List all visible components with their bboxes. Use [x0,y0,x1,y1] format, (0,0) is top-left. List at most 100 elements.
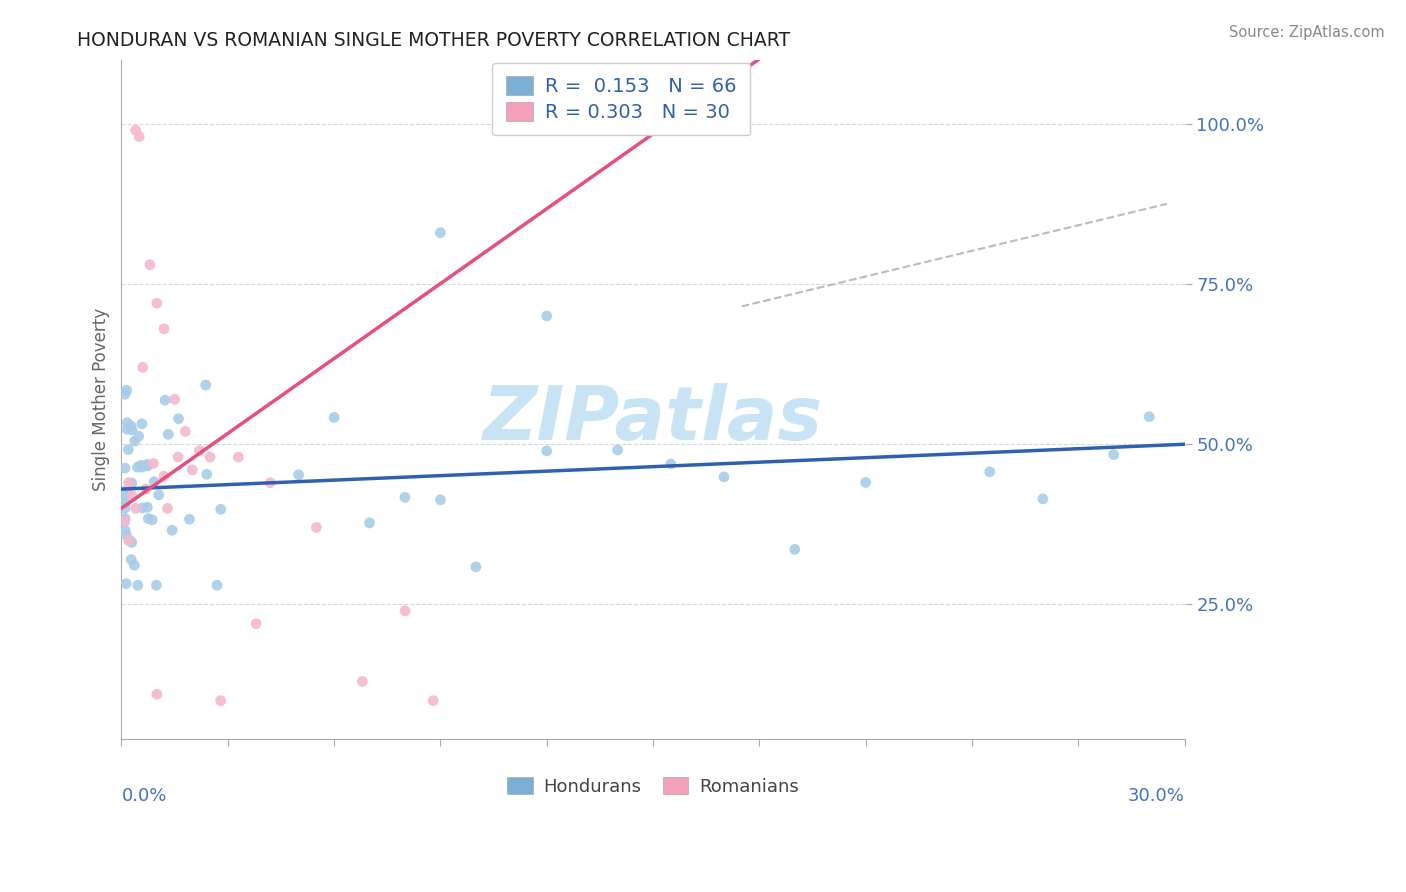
Point [464,560,486,574]
Point [659,457,682,471]
Point [259,475,281,490]
Point [114,484,136,499]
Y-axis label: Single Mother Poverty: Single Mother Poverty [93,308,110,491]
Point [157,427,180,442]
Point [198,450,221,464]
Text: 0.0%: 0.0% [121,787,167,805]
Point [115,528,138,542]
Point [128,129,150,144]
Point [148,488,170,502]
Point [429,492,451,507]
Point [114,493,136,508]
Point [713,470,735,484]
Point [115,416,138,430]
Point [141,513,163,527]
Point [167,450,190,464]
Point [118,533,141,548]
Point [115,576,138,591]
Point [163,392,186,407]
Point [228,450,250,464]
Point [143,475,166,489]
Point [117,533,139,548]
Point [121,476,143,491]
Point [205,578,228,592]
Point [124,123,146,137]
Point [167,411,190,425]
Point [139,258,162,272]
Point [115,384,138,398]
Point [429,226,451,240]
Point [117,442,139,457]
Point [146,687,169,701]
Point [1137,409,1160,424]
Point [181,463,204,477]
Point [127,460,149,475]
Point [114,524,136,538]
Point [135,458,157,472]
Point [174,425,197,439]
Point [352,674,374,689]
Point [287,467,309,482]
Point [245,616,267,631]
Point [188,443,211,458]
Text: HONDURAN VS ROMANIAN SINGLE MOTHER POVERTY CORRELATION CHART: HONDURAN VS ROMANIAN SINGLE MOTHER POVER… [77,31,790,50]
Point [114,501,136,516]
Point [124,558,146,573]
Point [129,458,152,473]
Point [153,469,176,483]
Point [160,523,183,537]
Point [156,501,179,516]
Point [114,461,136,475]
Point [131,500,153,515]
Point [305,520,328,534]
Point [323,410,346,425]
Point [114,514,136,528]
Point [127,578,149,592]
Point [394,604,416,618]
Point [128,429,150,443]
Point [153,393,176,408]
Point [114,387,136,401]
Point [115,422,138,436]
Point [1102,448,1125,462]
Point [979,465,1001,479]
Point [1032,491,1054,506]
Text: Source: ZipAtlas.com: Source: ZipAtlas.com [1229,25,1385,40]
Point [135,482,157,496]
Point [114,496,136,510]
Point [194,378,217,392]
Text: 30.0%: 30.0% [1128,787,1185,805]
Point [124,434,146,449]
Point [136,500,159,515]
Point [195,467,218,482]
Point [131,360,153,375]
Point [121,535,143,549]
Point [131,460,153,475]
Point [536,443,558,458]
Point [855,475,877,490]
Point [394,490,416,504]
Point [114,511,136,525]
Point [359,516,381,530]
Point [179,512,201,526]
Point [136,511,159,525]
Point [209,502,232,516]
Point [136,458,159,472]
Text: ZIPatlas: ZIPatlas [484,384,823,456]
Legend: Hondurans, Romanians: Hondurans, Romanians [498,768,808,805]
Point [117,486,139,500]
Point [606,442,628,457]
Point [142,457,165,471]
Point [136,458,159,473]
Point [120,419,142,434]
Point [121,489,143,503]
Point [209,693,232,707]
Point [145,578,167,592]
Point [153,322,176,336]
Point [120,552,142,566]
Point [146,296,169,310]
Point [124,501,146,516]
Point [117,475,139,490]
Point [131,417,153,431]
Point [783,542,806,557]
